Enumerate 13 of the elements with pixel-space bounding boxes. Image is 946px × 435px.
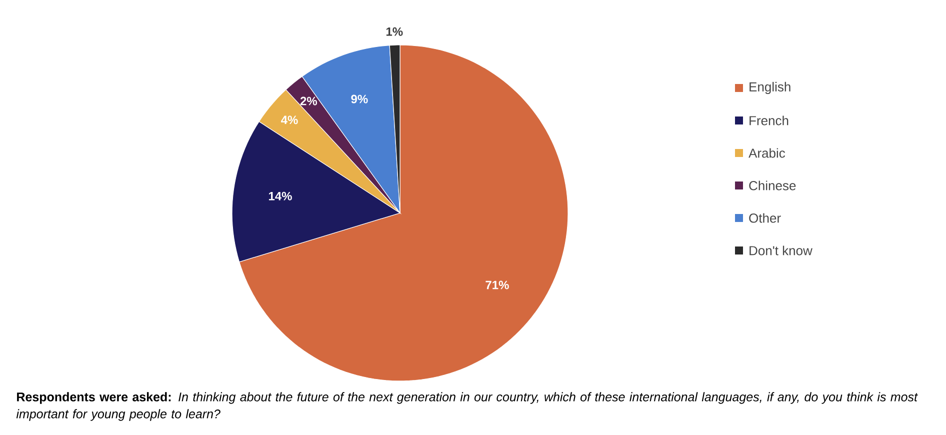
data-label: 9%: [351, 94, 368, 104]
legend-label: Other: [749, 213, 781, 223]
data-label: 71%: [486, 280, 509, 290]
data-label: 4%: [281, 116, 298, 124]
legend-label: Chinese: [749, 180, 796, 190]
text: Respondents were asked: In thinking about the future of the next generation in our country, which of these international languages, if any, do you think is most important for young people to learn?: [16, 392, 918, 421]
data-label: 2%: [300, 96, 318, 106]
legend-label: French: [750, 116, 788, 126]
data-label: 14%: [268, 192, 292, 200]
legend-label: Arabic: [748, 148, 786, 158]
legend-label: English: [750, 82, 790, 94]
data-label: 1%: [386, 27, 403, 36]
legend-label: Don't know: [750, 246, 812, 256]
